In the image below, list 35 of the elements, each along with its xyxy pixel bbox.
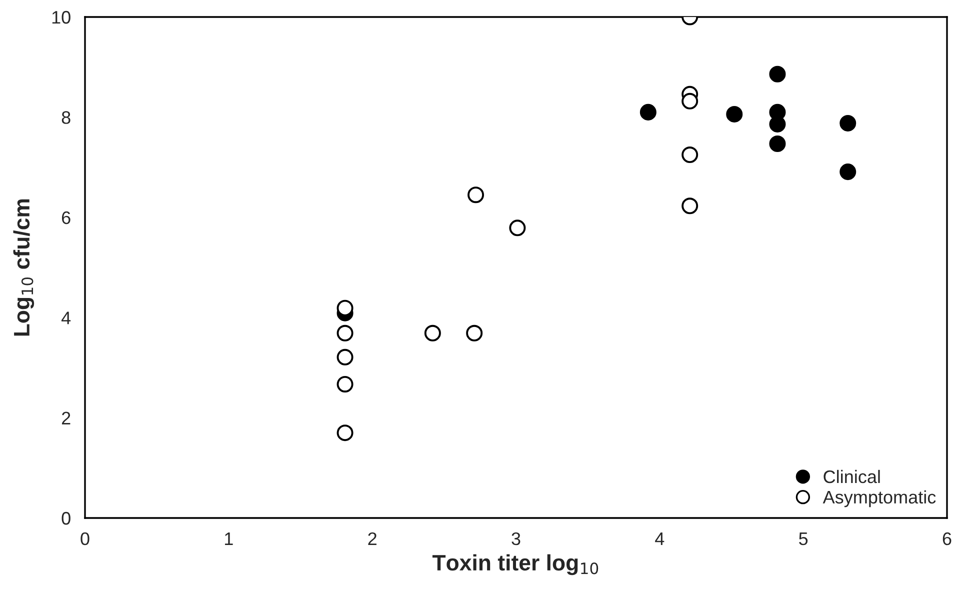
point (682, 92, 698, 110)
legend-label: Clinical (824, 470, 880, 484)
point (769, 66, 786, 82)
point (468, 186, 484, 204)
point (336, 300, 354, 316)
y-tick-label: 0 (62, 512, 70, 525)
point (682, 146, 698, 164)
x-tick-label: 0 (80, 532, 90, 546)
x-axis-title: Toxin titer log$_{10}$ (432, 554, 598, 576)
x-tick-label: 5 (799, 532, 808, 546)
point (336, 348, 354, 366)
point (424, 324, 441, 342)
y-tick-label: 2 (62, 412, 70, 424)
x-tick-label: 4 (655, 532, 664, 545)
point (336, 424, 354, 442)
point (509, 220, 526, 236)
point (640, 104, 656, 120)
y-tick-label: 6 (62, 211, 70, 224)
y-tick-label: 4 (61, 312, 71, 324)
legend-label: Asymptomatic (822, 490, 936, 508)
y-tick-label: 10 (52, 10, 70, 24)
y-axis-title: Log$_{10}$ cfu/cm (13, 199, 34, 336)
x-tick-label: 6 (942, 532, 952, 546)
point (682, 198, 698, 214)
point (769, 135, 786, 152)
y-tick-label: 8 (62, 111, 70, 124)
x-tick-label: 1 (225, 532, 233, 545)
point (336, 324, 354, 342)
point (840, 114, 856, 132)
x-tick-label: 2 (368, 532, 376, 545)
x-tick-label: 3 (512, 532, 520, 546)
point (840, 164, 856, 180)
point (336, 376, 354, 392)
point (726, 106, 743, 122)
point (466, 324, 483, 342)
